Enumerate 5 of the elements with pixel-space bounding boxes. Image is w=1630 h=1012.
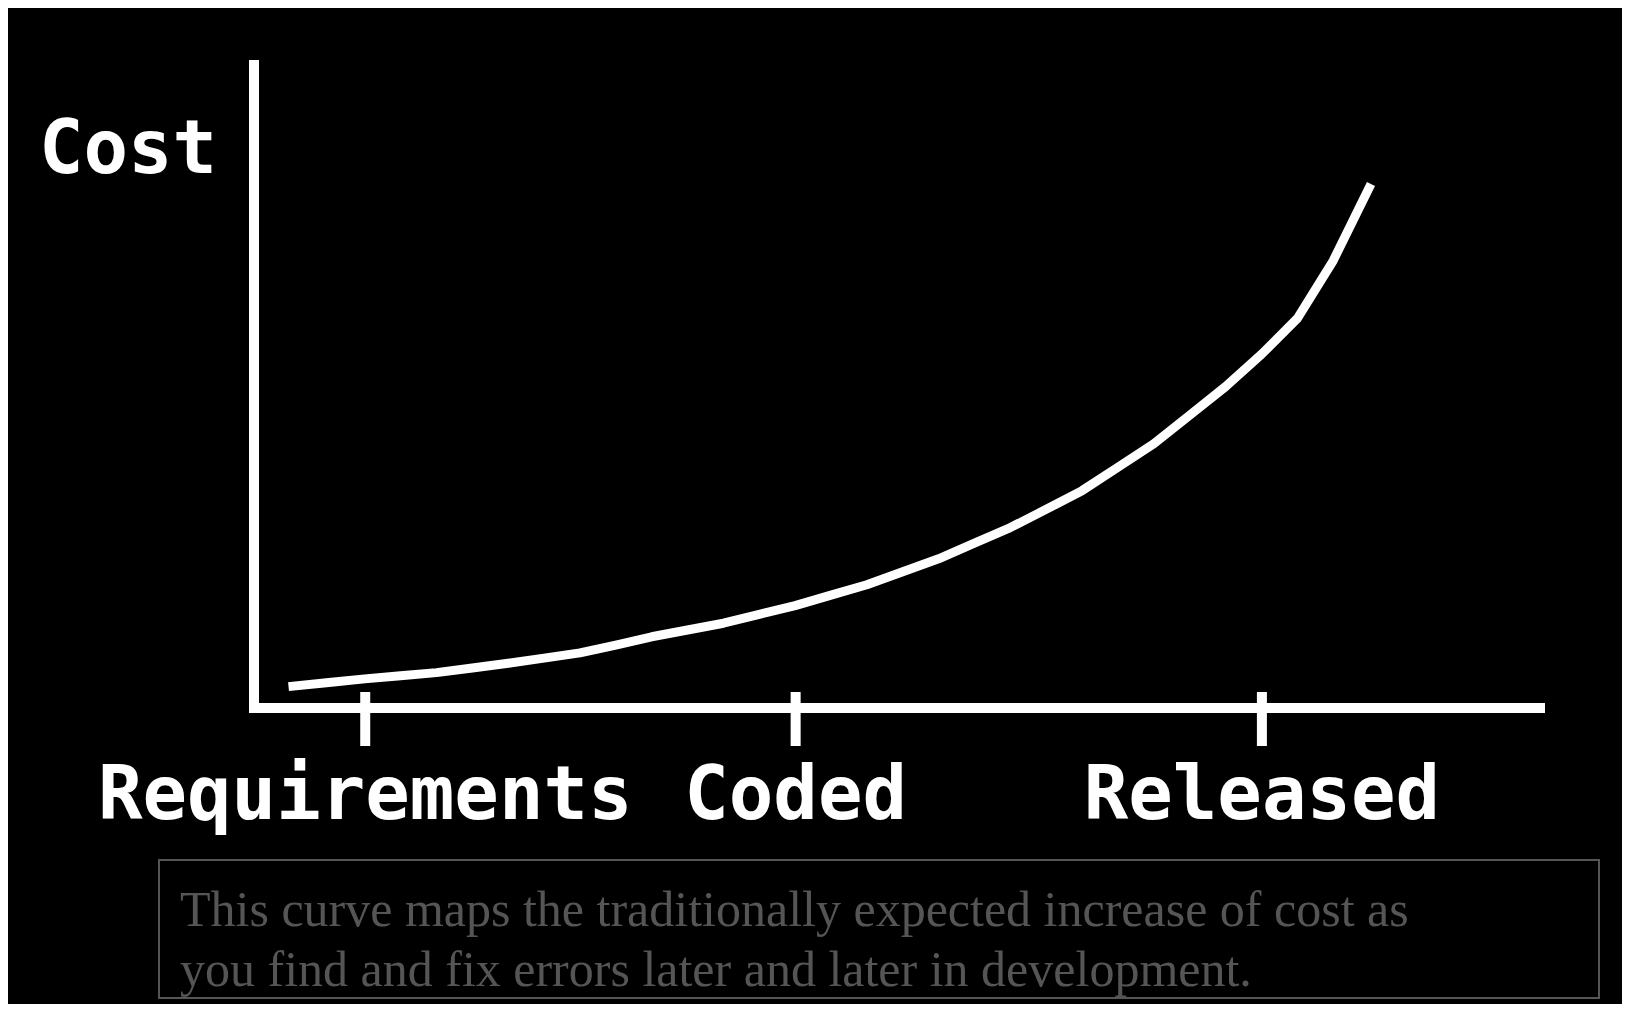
x-tick-label: Coded [684, 749, 908, 836]
y-axis-title: Cost [38, 104, 218, 190]
text: This curve maps the traditionally expected increase of cost as you find and fix errors later and later in development. [180, 881, 1409, 997]
x-tick-label: Requirements [97, 749, 633, 836]
x-tick-label: Released [1083, 749, 1441, 836]
